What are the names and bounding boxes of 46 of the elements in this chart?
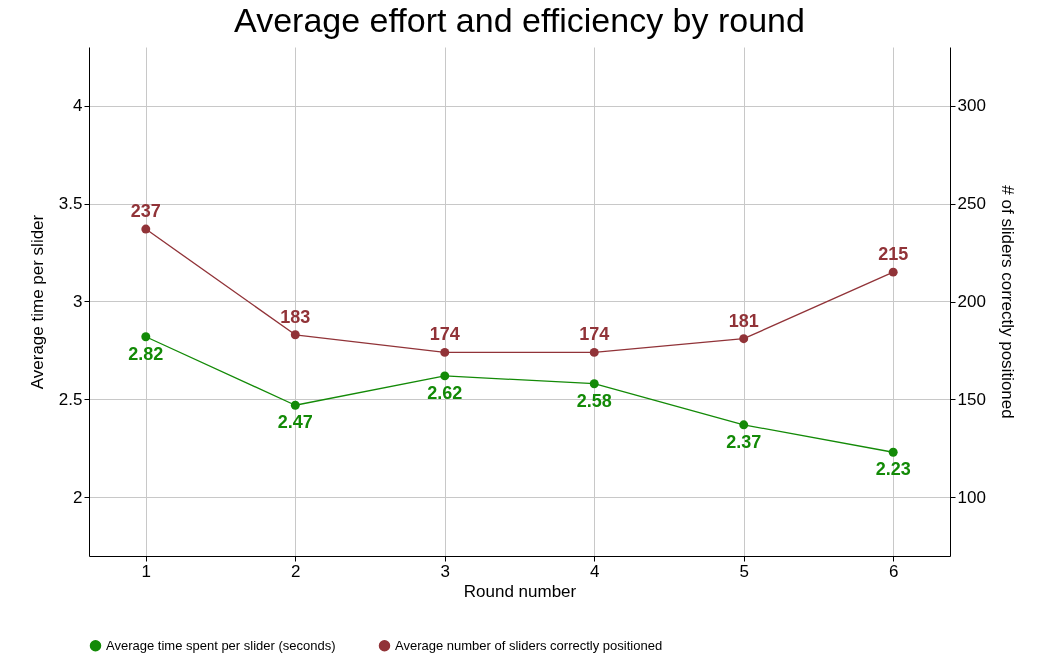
x-axis-title: Round number	[463, 581, 577, 601]
point	[141, 332, 151, 342]
chart-title: Average effort and efficiency by round	[234, 1, 805, 39]
x-tick-label: 5	[739, 561, 749, 581]
x-tick-label: 4	[590, 561, 600, 581]
x-tick-label: 2	[291, 561, 301, 581]
y-tick-label: 3.5	[58, 194, 83, 214]
x-tick-label: 1	[141, 561, 152, 581]
point	[739, 334, 749, 344]
y2-tick-label: 250	[957, 194, 986, 214]
y2-tick-label: 300	[957, 96, 986, 116]
point	[739, 420, 749, 430]
data-label: 2.62	[427, 382, 463, 403]
point	[141, 224, 151, 234]
data-label: 174	[429, 324, 460, 345]
point	[589, 347, 599, 357]
y-axis-title: Average time per slider	[27, 214, 47, 390]
point	[290, 400, 300, 410]
data-label: 237	[130, 201, 161, 222]
point	[440, 347, 450, 357]
data-label: 215	[878, 244, 909, 265]
y-tick-label: 3	[73, 292, 83, 311]
point	[290, 330, 300, 340]
y-tick-label: 4	[73, 96, 83, 116]
y2-tick-label: 200	[957, 292, 986, 311]
data-label: 2.37	[726, 431, 762, 452]
legend-label: Average time spent per slider (seconds)	[106, 637, 336, 653]
x-tick-label: 3	[440, 561, 450, 581]
point	[589, 379, 599, 389]
x-tick-label: 6	[888, 561, 899, 581]
data-label: 2.23	[875, 459, 911, 480]
data-label: 2.82	[128, 343, 164, 364]
y-tick-label: 2	[73, 487, 83, 507]
data-label: 183	[280, 306, 311, 327]
data-label: 174	[579, 324, 610, 345]
point	[888, 447, 898, 457]
data-label: 181	[728, 310, 759, 331]
data-label: 2.58	[576, 390, 612, 411]
y2-tick-label: 150	[957, 389, 986, 409]
y2-axis-title: # of sliders correctly positioned	[997, 185, 1017, 419]
y-tick-label: 2.5	[58, 389, 83, 409]
data-label: 2.47	[277, 412, 313, 433]
point	[440, 371, 450, 381]
point	[888, 267, 898, 277]
legend-label: Average number of sliders correctly positioned	[395, 637, 663, 653]
y2-tick-label: 100	[957, 487, 986, 507]
